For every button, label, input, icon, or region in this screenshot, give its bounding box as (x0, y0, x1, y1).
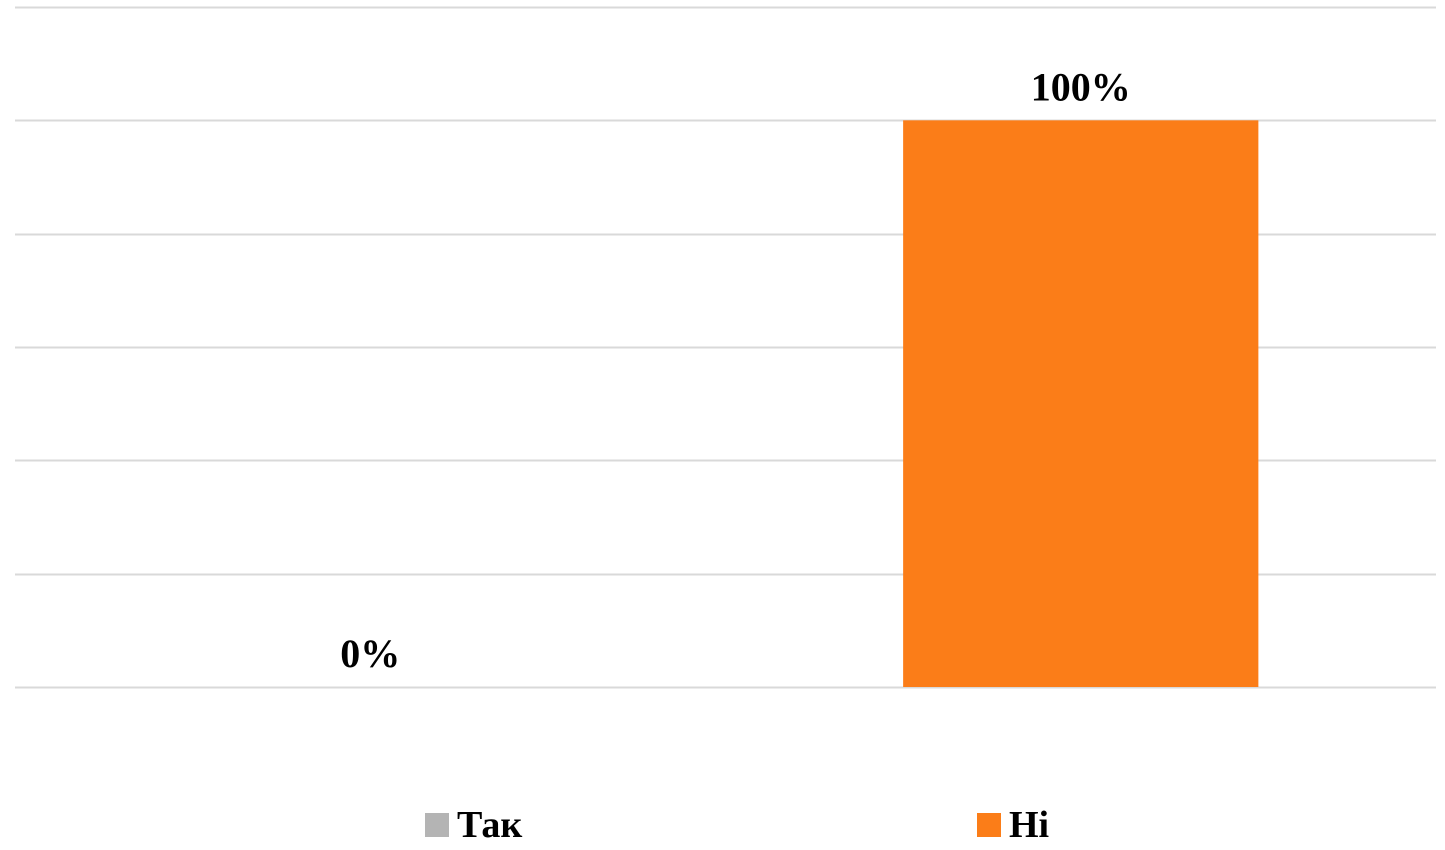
bar-ni (903, 120, 1259, 688)
legend-swatch-tak (425, 813, 449, 837)
bar-chart: 0% 100% (15, 6, 1436, 689)
data-label-tak: 0% (340, 631, 400, 676)
legend: Так Ні (0, 800, 1445, 850)
data-label-ni: 100% (1031, 64, 1131, 109)
data-labels: 0% 100% (340, 64, 1131, 676)
bars (903, 120, 1259, 688)
legend-label-ni: Ні (1009, 804, 1050, 846)
legend-swatch-ni (977, 813, 1001, 837)
legend-label-tak: Так (457, 804, 523, 846)
legend-item-tak: Так (425, 800, 522, 850)
legend-item-ni: Ні (977, 800, 1049, 850)
gridlines (15, 6, 1436, 689)
